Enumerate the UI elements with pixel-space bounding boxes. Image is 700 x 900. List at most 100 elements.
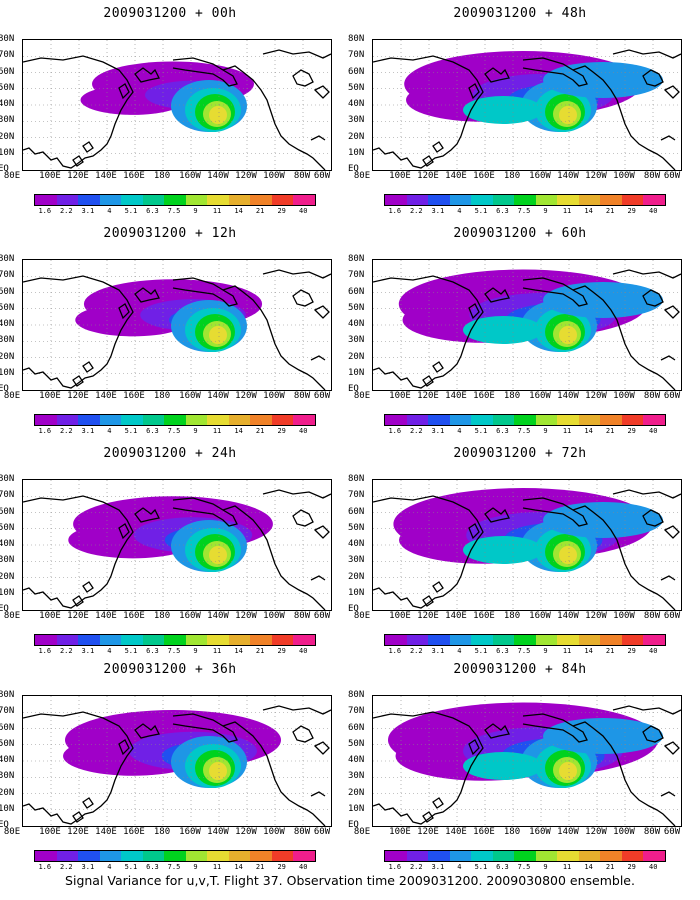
colorbar-label: 7.5 <box>517 207 531 215</box>
colorbar-swatch <box>621 851 644 861</box>
colorbar-swatch <box>207 415 229 425</box>
colorbar-swatch <box>385 195 407 205</box>
latitude-label: 70N <box>348 50 365 61</box>
colorbar-label: 5.1 <box>474 863 488 871</box>
latitude-label: 70N <box>348 706 365 717</box>
colorbar-swatch <box>557 415 579 425</box>
latitude-label: 30N <box>348 335 365 346</box>
colorbar-label: 1.6 <box>388 647 402 655</box>
colorbar-swatch <box>121 415 143 425</box>
colorbar-swatch <box>185 851 208 861</box>
panel-title: 2009031200 + 60h <box>453 226 587 241</box>
longitude-label: 80E <box>3 611 21 621</box>
colorbar-swatch <box>621 195 644 205</box>
longitude-label: 180 <box>153 611 171 621</box>
colorbar-swatch <box>600 635 622 645</box>
colorbar-label: 9 <box>543 207 548 215</box>
colorbar-label: 29 <box>277 427 286 435</box>
longitude-label: 60W <box>663 171 681 181</box>
map-panel: 2009031200 + 12h 80N 70N 60N 50N 40N 30N 20N 10N… <box>0 220 340 435</box>
latitude-label: 50N <box>0 738 15 749</box>
colorbar-swatch <box>406 195 429 205</box>
colorbar-swatch <box>250 195 272 205</box>
latitude-label: 20N <box>348 351 365 362</box>
latitude-label: 40N <box>0 319 15 329</box>
colorbar-label: 21 <box>605 427 615 435</box>
latitude-label: 20N <box>348 131 365 142</box>
longitude-label: 100E <box>389 611 411 621</box>
latitude-label: 10N <box>348 147 365 158</box>
panel-title: 2009031200 + 36h <box>103 662 237 677</box>
latitude-label: 70N <box>348 270 365 281</box>
colorbar-label: 1.6 <box>388 207 402 215</box>
latitude-label: 70N <box>348 490 365 501</box>
colorbar-swatch <box>228 415 251 425</box>
colorbar-label: 11 <box>562 647 572 655</box>
latitude-label: 50N <box>0 302 15 313</box>
map-plot <box>372 39 682 171</box>
longitude-label: 60W <box>663 611 681 621</box>
longitude-label: 160W <box>179 611 201 621</box>
map-panel: 2009031200 + 72h 80N 70N 60N 50N 40N 30N 20N 10N… <box>348 440 690 655</box>
longitude-label: 180 <box>503 611 521 621</box>
colorbar-swatch <box>600 195 622 205</box>
longitude-label: 100W <box>263 611 285 621</box>
longitude-label: 120W <box>585 611 607 621</box>
latitude-label: 80N <box>348 474 365 484</box>
longitude-label: 100E <box>389 391 411 401</box>
colorbar-swatch <box>428 635 450 645</box>
colorbar-swatch <box>535 635 558 645</box>
colorbar-label: 21 <box>255 647 265 655</box>
colorbar-label: 1.6 <box>38 863 52 871</box>
latitude-label: 60N <box>348 286 365 297</box>
colorbar-swatch <box>492 195 515 205</box>
latitude-label: 80N <box>348 254 365 264</box>
longitude-label: 120E <box>417 171 439 181</box>
colorbar-label: 9 <box>543 647 548 655</box>
colorbar-swatch <box>35 415 57 425</box>
colorbar-label: 6.3 <box>496 207 509 215</box>
panel-title: 2009031200 + 84h <box>453 662 587 677</box>
longitude-label: 140E <box>95 827 117 837</box>
longitude-label: 80E <box>353 171 371 181</box>
colorbar-label: 7.5 <box>167 863 181 871</box>
longitude-label: 160W <box>179 391 201 401</box>
longitude-label: 80W <box>293 391 311 401</box>
longitude-label: 160W <box>179 827 201 837</box>
colorbar-label: 29 <box>277 207 286 215</box>
latitude-label: EQ <box>0 604 9 614</box>
longitude-label: 80W <box>293 827 311 837</box>
latitude-label: 70N <box>0 50 15 61</box>
longitude-label: 160W <box>529 171 551 181</box>
latitude-label: 20N <box>0 571 15 582</box>
colorbar-swatch <box>164 635 186 645</box>
colorbar-swatch <box>185 635 208 645</box>
longitude-label: 100E <box>389 827 411 837</box>
longitude-label: 140W <box>207 391 229 401</box>
latitude-label: EQ <box>348 384 359 394</box>
longitude-label: 160E <box>473 391 495 401</box>
longitude-label: 140E <box>95 171 117 181</box>
colorbar-swatch <box>449 415 472 425</box>
latitude-label: 60N <box>0 506 15 517</box>
colorbar-label: 21 <box>605 207 615 215</box>
latitude-label: 50N <box>0 522 15 533</box>
colorbar-label: 40 <box>649 427 658 435</box>
colorbar-label: 21 <box>255 863 265 871</box>
longitude-label: 180 <box>503 827 521 837</box>
colorbar-swatch <box>471 851 493 861</box>
longitude-label: 180 <box>153 171 171 181</box>
longitude-label: 120E <box>67 827 89 837</box>
colorbar-label: 21 <box>255 207 265 215</box>
latitude-label: 60N <box>0 66 15 77</box>
colorbar-label: 3.1 <box>431 427 445 435</box>
colorbar-swatch <box>185 415 208 425</box>
colorbar-swatch <box>228 635 251 645</box>
colorbar-label: 1.6 <box>38 427 52 435</box>
colorbar-swatch <box>207 851 229 861</box>
longitude-label: 80E <box>3 391 21 401</box>
latitude-label: 10N <box>0 367 15 378</box>
latitude-label: 80N <box>348 690 365 700</box>
longitude-label: 100W <box>613 171 635 181</box>
colorbar-label: 7.5 <box>167 647 181 655</box>
